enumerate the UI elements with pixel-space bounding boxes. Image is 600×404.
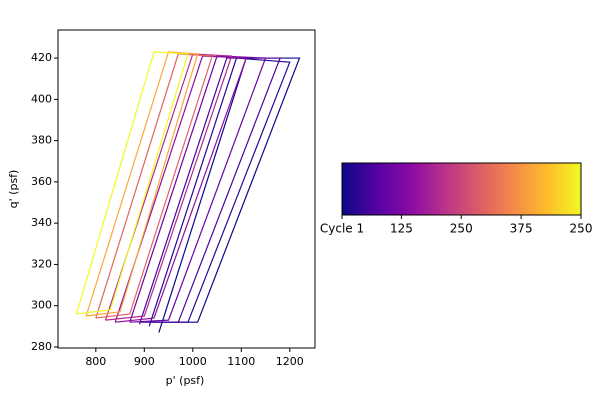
colorbar-tick-label: Cycle 1 xyxy=(320,222,364,236)
cycle-line xyxy=(85,51,199,317)
x-tick-label: 900 xyxy=(134,355,155,368)
colorbar-tick-label: 250 xyxy=(450,222,473,236)
x-tick-label: 1000 xyxy=(179,355,207,368)
cycle-line xyxy=(114,55,247,323)
cycle-line xyxy=(138,57,281,325)
x-tick-label: 1100 xyxy=(227,355,255,368)
cycle-line xyxy=(158,57,301,333)
y-tick-label: 400 xyxy=(31,92,52,105)
cycle-line xyxy=(104,53,233,321)
y-tick-label: 380 xyxy=(31,134,52,147)
colorbar-tick-label: 250 xyxy=(570,222,593,236)
x-tick-label: 800 xyxy=(85,355,106,368)
cycle-line xyxy=(75,51,189,315)
y-axis-label: q' (psf) xyxy=(7,170,20,209)
x-axis-label: p' (psf) xyxy=(166,374,205,387)
colorbar-tick-label: 375 xyxy=(510,222,533,236)
cycle-line xyxy=(95,53,214,319)
y-tick-label: 360 xyxy=(31,175,52,188)
colorbar xyxy=(341,162,582,216)
y-tick-label: 280 xyxy=(31,340,52,353)
y-tick-label: 340 xyxy=(31,216,52,229)
plot-frame xyxy=(57,29,316,349)
y-tick-label: 420 xyxy=(31,51,52,64)
plot-area xyxy=(75,51,301,333)
x-tick-label: 1200 xyxy=(276,355,304,368)
cycle-line xyxy=(129,55,267,323)
y-tick-label: 300 xyxy=(31,299,52,312)
y-tick-label: 320 xyxy=(31,257,52,270)
colorbar-tick-label: 125 xyxy=(390,222,413,236)
cycle-line xyxy=(148,57,291,327)
